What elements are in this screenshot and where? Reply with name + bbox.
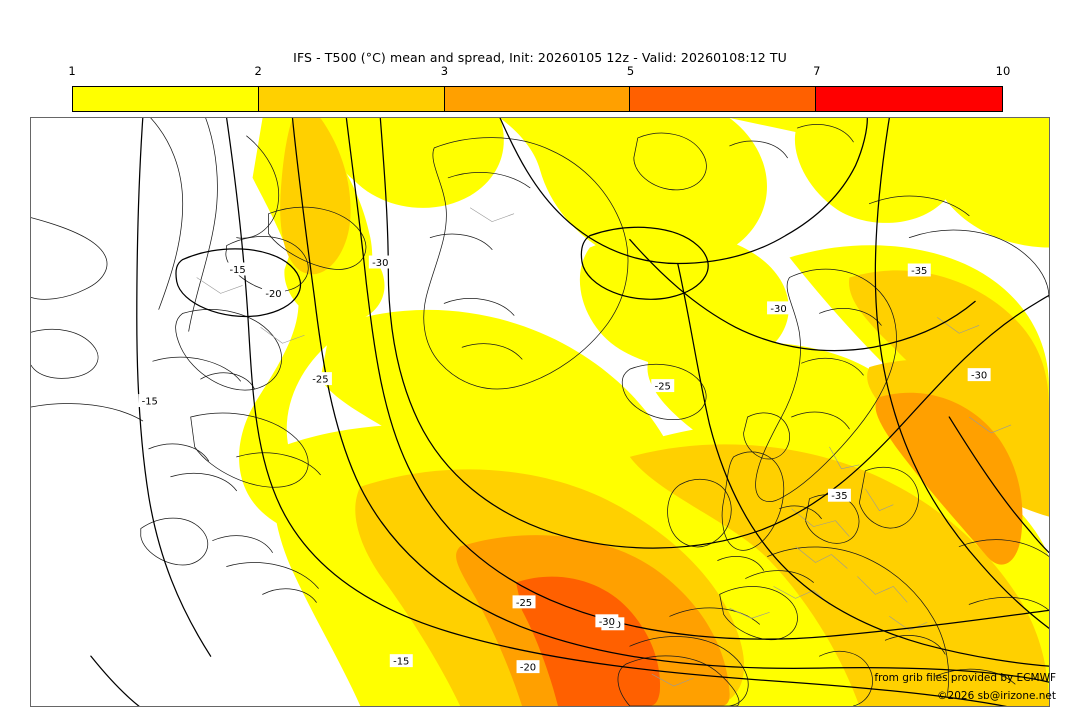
contour-label-halo	[907, 263, 931, 277]
contour-label-text: -35	[911, 266, 927, 277]
colorbar-segment-3-5	[444, 87, 631, 111]
contour-line-arctic-cell	[580, 226, 709, 300]
contour-label-text: -25	[516, 598, 532, 609]
country-border-layer	[196, 207, 1012, 687]
colorbar-segment-7-10	[816, 87, 1002, 111]
contour-label-halo	[138, 394, 162, 408]
contour-label: -20	[262, 286, 286, 300]
spread-patch-iberia	[769, 702, 820, 706]
page-title: IFS - T500 (°C) mean and spread, Init: 2…	[293, 50, 787, 65]
contour-line-minus30-arctic	[499, 118, 868, 265]
colorbar-tick-1: 1	[68, 64, 76, 78]
contour-label-halo	[595, 614, 619, 628]
contour-label: -15	[389, 654, 413, 668]
contour-line-minus25	[345, 118, 1049, 640]
contour-label-text: -30	[770, 304, 786, 315]
contour-label: -30	[368, 255, 392, 269]
contour-label-halo	[389, 654, 413, 668]
contour-label: -20	[516, 660, 540, 674]
colorbar-tick-3: 3	[440, 64, 449, 78]
colorbar-tick-labels: 1 2 3 5 7 10	[68, 64, 1010, 83]
contour-label-text: -35	[831, 491, 847, 502]
contour-label-text: -30	[599, 617, 615, 628]
colorbar-tick-10: 10	[995, 64, 1011, 78]
colorbar-segment-1-2	[73, 87, 259, 111]
spread-patch-canada-arctic	[298, 118, 504, 208]
spread-core-europe	[629, 444, 1049, 706]
colorbar-gradient-bar	[72, 86, 1003, 112]
colorbar-tick-2: 2	[254, 64, 262, 78]
contour-line-minus15-west	[136, 118, 212, 657]
mean-contour-layer	[90, 118, 1049, 706]
contour-label-text: -20	[520, 663, 536, 674]
contour-line-minus35-north	[629, 238, 976, 352]
contour-label: -25	[651, 379, 675, 393]
spread-peak-atlantic	[516, 576, 661, 706]
contour-label-text: -15	[393, 657, 409, 668]
contour-line-se-branch	[948, 416, 1049, 554]
contour-label-text: -25	[655, 382, 671, 393]
contour-label-halo	[308, 372, 332, 386]
contour-label: -15	[226, 262, 250, 276]
contour-label: -25	[512, 595, 536, 609]
contour-line-minus20-cell	[175, 248, 302, 318]
contour-label-text: -25	[312, 375, 328, 386]
contour-label-halo	[512, 595, 536, 609]
colorbar-segment-5-7	[630, 87, 817, 111]
contour-label-halo	[967, 368, 991, 382]
spread-patch-novaya	[927, 118, 1049, 248]
contour-label-text: -30	[971, 371, 987, 382]
spread-patch-greenland-north	[500, 118, 767, 267]
credit-copyright: ©2026 sb@irizone.net	[937, 690, 1056, 702]
contour-label-halo	[651, 379, 675, 393]
contour-line-minus35-east	[874, 118, 1049, 629]
credit-source: from grib files provided by ECMWF	[874, 672, 1056, 684]
contour-label: -30	[595, 614, 619, 628]
contour-label: -25	[308, 372, 332, 386]
contour-line-minus15	[225, 118, 1008, 706]
map-canvas: -10-15-15-15-20-20-20-20-25-25-25-30-30-…	[31, 118, 1049, 706]
contour-label-halo	[226, 262, 250, 276]
contour-label-halo	[516, 660, 540, 674]
contour-label-halo	[767, 301, 791, 315]
contour-label: -15	[138, 394, 162, 408]
contour-label-halo	[368, 255, 392, 269]
contour-label-layer: -10-15-15-15-20-20-20-20-25-25-25-30-30-…	[138, 255, 991, 674]
spread-colorbar: 1 2 3 5 7 10	[68, 65, 1010, 112]
contour-label: -35	[827, 488, 851, 502]
colorbar-segment-2-3	[258, 87, 445, 111]
contour-label: -30	[967, 368, 991, 382]
spread-patch-greenland-sea	[579, 231, 789, 371]
contour-line-minus35-scandinavia	[677, 262, 1049, 667]
spread-band-5-7	[516, 576, 661, 706]
contour-line-minus20	[291, 118, 1049, 683]
contour-label-halo	[262, 286, 286, 300]
colorbar-tick-7: 7	[813, 64, 821, 78]
contour-label: -30	[767, 301, 791, 315]
contour-label-text: -20	[265, 289, 281, 300]
spread-max-baltic	[875, 392, 1023, 565]
colorbar-tick-5: 5	[626, 64, 635, 78]
contour-label-text: -15	[142, 397, 158, 408]
contour-line-minus30	[379, 118, 1049, 549]
contour-label-halo	[827, 488, 851, 502]
map-plot-area[interactable]: -10-15-15-15-20-20-20-20-25-25-25-30-30-…	[30, 117, 1050, 707]
contour-label: -35	[907, 263, 931, 277]
contour-label-text: -30	[372, 258, 388, 269]
spread-patch-norwegian-sea	[647, 342, 909, 483]
contour-label-text: -15	[229, 265, 245, 276]
spread-core-greenland-w	[280, 118, 351, 275]
